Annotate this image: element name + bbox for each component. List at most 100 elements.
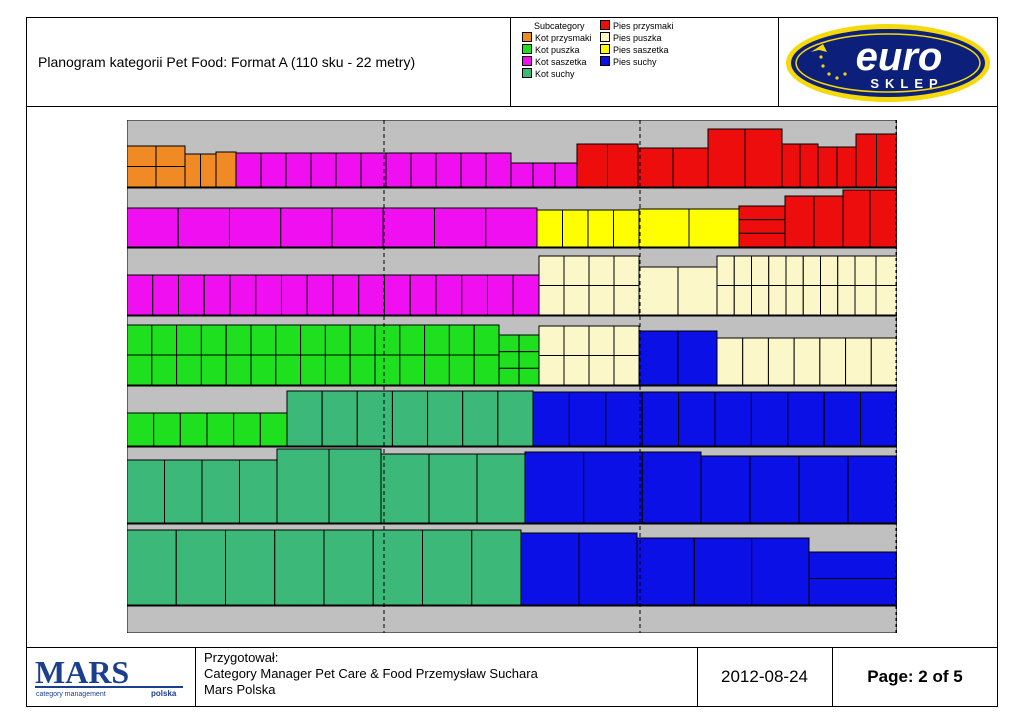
product-facing-kot-saszetka (255, 274, 282, 316)
product-facing-kot-saszetka (485, 207, 538, 248)
product-facing-kot-saszetka (229, 207, 282, 248)
product-facing-pies-przysmaki (738, 232, 786, 248)
product-facing-kot-suchy (239, 459, 278, 524)
product-facing-pies-suchy (636, 537, 695, 606)
product-facing-pies-suchy (823, 391, 862, 447)
product-facing-pies-puszka (538, 355, 565, 386)
product-facing-kot-saszetka (281, 274, 308, 316)
product-facing-kot-puszka (324, 324, 351, 356)
product-facing-pies-suchy (751, 537, 810, 606)
product-facing-kot-puszka (206, 412, 235, 447)
product-facing-pies-puszka (613, 285, 640, 316)
product-facing-kot-puszka (349, 324, 376, 356)
product-facing-pies-puszka (563, 285, 590, 316)
product-facing-pies-przysmaki (836, 146, 857, 188)
product-facing-kot-suchy (391, 390, 429, 447)
product-facing-kot-saszetka (485, 152, 512, 188)
product-facing-kot-puszka (424, 324, 450, 356)
legend-item-pies-puszka: Pies puszka (600, 32, 662, 44)
product-facing-kot-puszka (200, 324, 227, 356)
mars-logo-rule (35, 686, 183, 688)
product-facing-kot-suchy (476, 453, 526, 524)
product-facing-kot-saszetka (203, 274, 231, 316)
header-divider (26, 106, 998, 107)
product-facing-kot-puszka (424, 354, 450, 386)
product-facing-kot-przysmaki (127, 166, 157, 188)
product-facing-kot-saszetka (360, 152, 387, 188)
product-facing-pies-przysmaki (781, 143, 801, 188)
product-facing-kot-puszka (498, 334, 520, 353)
product-facing-kot-puszka (179, 412, 208, 447)
product-facing-kot-suchy (462, 390, 499, 447)
product-facing-pies-puszka (588, 255, 615, 286)
product-facing-pies-puszka (819, 337, 847, 386)
product-facing-kot-saszetka (235, 152, 262, 188)
product-facing-pies-puszka (563, 355, 590, 386)
product-facing-pies-przysmaki (738, 219, 786, 234)
product-facing-kot-przysmaki (155, 145, 186, 167)
product-facing-kot-puszka (275, 354, 302, 386)
legend-heading: Subcategory (534, 21, 585, 31)
product-facing-pies-przysmaki (813, 195, 844, 248)
product-facing-kot-suchy (422, 529, 473, 606)
product-facing-kot-puszka (518, 351, 540, 369)
product-facing-pies-suchy (605, 391, 643, 447)
legend-swatch (522, 44, 532, 54)
prepared-by-block: Przygotował: Category Manager Pet Care &… (204, 650, 538, 698)
legend-swatch (522, 56, 532, 66)
product-facing-pies-przysmaki (817, 146, 838, 188)
product-facing-kot-suchy (225, 529, 276, 606)
product-facing-pies-suchy (808, 578, 897, 606)
product-facing-kot-puszka (399, 324, 426, 356)
shelf-line (127, 315, 897, 317)
footer-separator-1 (195, 647, 196, 707)
product-facing-kot-saszetka (385, 152, 412, 188)
product-facing-pies-puszka (716, 337, 744, 386)
product-facing-kot-puszka (250, 354, 277, 386)
legend-item-pies-saszetka: Pies saszetka (600, 44, 669, 56)
product-facing-kot-puszka (127, 324, 153, 356)
product-facing-pies-puszka (538, 285, 565, 316)
product-facing-pies-suchy (714, 391, 752, 447)
product-facing-pies-saszetka (587, 209, 614, 248)
product-facing-kot-saszetka (331, 207, 384, 248)
mars-logo: MARS category management polska (35, 655, 183, 698)
product-facing-kot-przysmaki (155, 166, 186, 188)
product-facing-kot-saszetka (332, 274, 360, 316)
product-facing-kot-saszetka (435, 152, 462, 188)
product-facing-pies-przysmaki (869, 189, 897, 248)
product-facing-kot-suchy (175, 529, 226, 606)
product-facing-kot-saszetka (510, 162, 534, 188)
product-facing-pies-puszka (733, 285, 752, 316)
page-title: Planogram kategorii Pet Food: Format A (… (38, 54, 416, 70)
product-facing-kot-saszetka (434, 207, 487, 248)
header-separator-1 (510, 17, 511, 106)
legend-swatch (600, 56, 610, 66)
product-facing-pies-przysmaki (707, 128, 746, 188)
product-facing-kot-puszka (233, 412, 261, 447)
product-facing-kot-saszetka (532, 162, 556, 188)
product-facing-pies-suchy (638, 330, 679, 386)
product-facing-kot-puszka (176, 324, 202, 356)
product-facing-kot-saszetka (280, 207, 333, 248)
mars-logo-word: MARS (35, 655, 129, 690)
product-facing-pies-suchy (847, 455, 897, 524)
product-facing-kot-saszetka (554, 162, 578, 188)
product-facing-kot-puszka (399, 354, 426, 386)
product-facing-kot-puszka (225, 354, 252, 386)
mars-logo-country: polska (151, 689, 177, 698)
product-facing-kot-saszetka (335, 152, 362, 188)
product-facing-kot-suchy (276, 448, 330, 524)
product-facing-pies-puszka (538, 255, 565, 286)
product-facing-kot-saszetka (285, 152, 312, 188)
product-facing-kot-suchy (321, 390, 358, 447)
product-facing-pies-puszka (588, 285, 615, 316)
product-facing-kot-puszka (225, 324, 252, 356)
product-facing-pies-puszka (716, 255, 735, 286)
product-facing-kot-suchy (356, 390, 393, 447)
product-facing-pies-suchy (520, 532, 580, 606)
product-facing-kot-saszetka (410, 152, 437, 188)
product-facing-pies-puszka (563, 255, 590, 286)
product-facing-pies-puszka (875, 255, 897, 286)
product-facing-pies-suchy (677, 330, 718, 386)
